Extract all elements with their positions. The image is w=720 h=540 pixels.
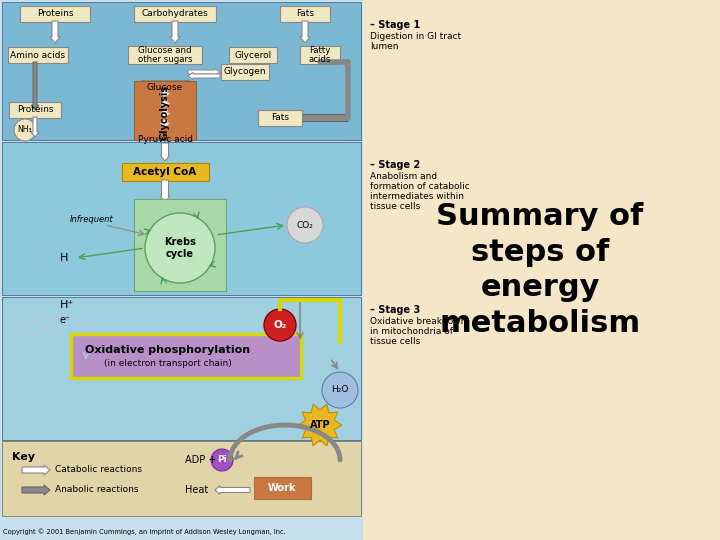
Text: Heat: Heat — [185, 485, 208, 495]
Text: Carbohydrates: Carbohydrates — [142, 10, 208, 18]
FancyBboxPatch shape — [2, 441, 361, 516]
Text: formation of catabolic: formation of catabolic — [370, 182, 469, 191]
Text: Digestion in GI tract: Digestion in GI tract — [370, 32, 461, 41]
FancyBboxPatch shape — [2, 2, 361, 140]
FancyArrow shape — [160, 100, 170, 108]
FancyBboxPatch shape — [280, 6, 330, 22]
FancyBboxPatch shape — [363, 0, 720, 540]
Text: Glucose and
other sugars: Glucose and other sugars — [138, 46, 192, 64]
FancyBboxPatch shape — [0, 0, 363, 540]
FancyBboxPatch shape — [134, 6, 216, 22]
Text: Pyruvic acid: Pyruvic acid — [138, 136, 192, 145]
FancyBboxPatch shape — [2, 297, 361, 440]
Text: Amino acids: Amino acids — [10, 51, 66, 59]
Text: lumen: lumen — [370, 42, 398, 51]
FancyArrow shape — [300, 21, 310, 43]
Text: ATP: ATP — [310, 420, 330, 430]
FancyBboxPatch shape — [254, 477, 311, 499]
Text: tissue cells: tissue cells — [370, 202, 420, 211]
FancyArrow shape — [160, 90, 170, 98]
Text: Fatty
acids: Fatty acids — [309, 46, 331, 64]
Text: Glycerol: Glycerol — [235, 51, 271, 59]
Text: – Stage 3: – Stage 3 — [370, 305, 420, 315]
Text: Proteins: Proteins — [17, 105, 53, 114]
FancyArrow shape — [22, 485, 50, 495]
Text: Oxidative breakdown: Oxidative breakdown — [370, 317, 467, 326]
Text: Anabolic reactions: Anabolic reactions — [55, 485, 138, 495]
FancyBboxPatch shape — [134, 81, 196, 140]
FancyArrow shape — [188, 72, 220, 79]
Text: Anabolism and: Anabolism and — [370, 172, 437, 181]
Text: Oxidative phosphorylation: Oxidative phosphorylation — [86, 345, 251, 355]
Text: Key: Key — [12, 452, 35, 462]
Text: Acetyl CoA: Acetyl CoA — [133, 167, 197, 177]
Text: e⁻: e⁻ — [60, 315, 71, 325]
Circle shape — [322, 372, 358, 408]
FancyBboxPatch shape — [258, 110, 302, 126]
Text: Catabolic reactions: Catabolic reactions — [55, 465, 142, 475]
Text: Fats: Fats — [271, 113, 289, 123]
FancyArrow shape — [31, 117, 39, 137]
FancyArrow shape — [31, 62, 39, 110]
Circle shape — [211, 449, 233, 471]
FancyArrow shape — [22, 465, 50, 475]
Circle shape — [145, 213, 215, 283]
Text: Summary of
steps of
energy
metabolism: Summary of steps of energy metabolism — [436, 201, 644, 339]
Text: in mitochondria of: in mitochondria of — [370, 327, 453, 336]
Text: ADP +: ADP + — [185, 455, 217, 465]
Text: Proteins: Proteins — [37, 10, 73, 18]
Text: tissue cells: tissue cells — [370, 337, 420, 346]
FancyArrow shape — [160, 143, 170, 161]
Text: – Stage 1: – Stage 1 — [370, 20, 420, 30]
Text: Fats: Fats — [296, 10, 314, 18]
FancyArrow shape — [215, 485, 250, 495]
FancyBboxPatch shape — [9, 102, 61, 118]
Text: NH₃: NH₃ — [18, 125, 32, 134]
FancyArrow shape — [280, 112, 348, 124]
FancyArrow shape — [188, 69, 220, 76]
FancyBboxPatch shape — [134, 199, 226, 291]
FancyBboxPatch shape — [20, 6, 90, 22]
Text: CO₂: CO₂ — [297, 220, 313, 230]
FancyBboxPatch shape — [141, 80, 189, 96]
FancyBboxPatch shape — [8, 47, 68, 63]
Text: H₂O: H₂O — [331, 386, 348, 395]
Text: Copyright © 2001 Benjamin Cummings, an imprint of Addison Wesley Longman, Inc.: Copyright © 2001 Benjamin Cummings, an i… — [3, 528, 286, 535]
FancyBboxPatch shape — [71, 334, 301, 378]
FancyBboxPatch shape — [300, 46, 340, 64]
Text: H: H — [60, 253, 68, 263]
FancyBboxPatch shape — [128, 46, 202, 64]
Text: Glycogen: Glycogen — [224, 68, 266, 77]
Circle shape — [14, 119, 36, 141]
Text: intermediates within: intermediates within — [370, 192, 464, 201]
Text: – Stage 2: – Stage 2 — [370, 160, 420, 170]
Circle shape — [264, 309, 296, 341]
Text: O₂: O₂ — [274, 320, 287, 330]
Text: Glycolysis: Glycolysis — [160, 84, 170, 139]
FancyArrow shape — [160, 120, 170, 128]
Text: Infrequent: Infrequent — [70, 215, 114, 225]
FancyArrow shape — [160, 110, 170, 118]
FancyArrow shape — [50, 21, 60, 43]
Text: (in electron transport chain): (in electron transport chain) — [104, 359, 232, 368]
Text: H⁺: H⁺ — [60, 300, 74, 310]
FancyArrow shape — [160, 180, 170, 202]
Text: Glucose: Glucose — [147, 84, 183, 92]
FancyBboxPatch shape — [229, 47, 277, 63]
Polygon shape — [298, 404, 342, 446]
Text: Krebs
cycle: Krebs cycle — [164, 237, 196, 259]
Text: Pi: Pi — [217, 456, 227, 464]
FancyBboxPatch shape — [2, 142, 361, 295]
FancyBboxPatch shape — [221, 64, 269, 80]
FancyBboxPatch shape — [122, 163, 209, 181]
Text: Work: Work — [268, 483, 296, 493]
Circle shape — [287, 207, 323, 243]
FancyArrow shape — [170, 21, 180, 43]
